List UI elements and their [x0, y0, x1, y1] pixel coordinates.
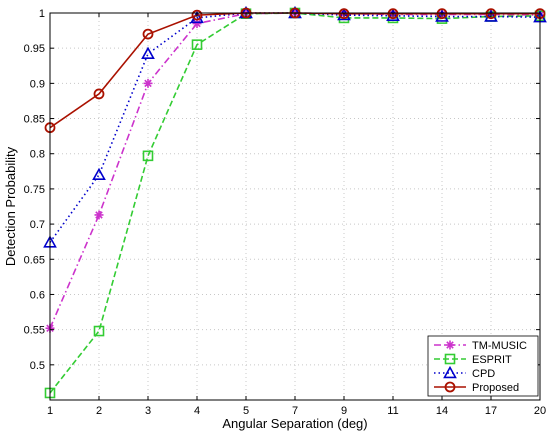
y-axis-ticks: 0.5 0.55 0.6 0.65 0.7 0.75 0.8 0.85 0.9 0.95 1 [24, 8, 540, 372]
x-tick-label: 3 [145, 405, 151, 417]
legend-entry-proposed: Proposed [434, 381, 519, 394]
data-point-cpd [141, 46, 155, 60]
x-tick-label: 2 [96, 405, 102, 417]
data-point-cpd [386, 8, 400, 22]
data-point-tm-music [94, 210, 104, 220]
legend-entry-tm-music: TM-MUSIC [434, 340, 527, 352]
y-tick-label: 0.95 [24, 43, 45, 55]
x-axis-title: Angular Separation (deg) [222, 416, 367, 431]
y-tick-label: 0.6 [30, 289, 45, 301]
legend: TM-MUSIC ESPRIT CPD Proposed [427, 335, 539, 397]
x-tick-label: 1 [47, 405, 53, 417]
y-tick-label: 0.8 [30, 149, 45, 161]
y-tick-label: 0.55 [24, 325, 45, 337]
x-tick-label: 17 [485, 405, 497, 417]
y-tick-label: 0.75 [24, 184, 45, 196]
y-tick-label: 0.9 [30, 78, 45, 90]
x-axis-ticks: 1 2 3 4 5 7 9 11 14 17 20 [47, 13, 546, 417]
series-line-proposed [49, 12, 540, 129]
y-axis-title: Detection Probability [3, 146, 18, 266]
legend-label-cpd: CPD [472, 368, 495, 380]
series-cpd [43, 5, 547, 248]
data-point-cpd [435, 9, 449, 22]
y-tick-label: 1 [39, 8, 45, 20]
data-point-proposed [485, 8, 497, 20]
y-tick-label: 0.85 [24, 114, 45, 126]
legend-label-tm-music: TM-MUSIC [472, 340, 527, 352]
x-tick-label: 7 [292, 405, 298, 417]
x-tick-label: 11 [387, 405, 398, 417]
data-point-cpd [484, 9, 498, 22]
data-point-tm-music [143, 78, 153, 88]
data-point-esprit [142, 150, 154, 162]
data-point-proposed [93, 88, 105, 100]
y-tick-label: 0.5 [30, 360, 45, 372]
legend-marker-esprit [444, 353, 456, 365]
data-point-proposed [142, 28, 154, 40]
x-tick-label: 5 [243, 405, 249, 417]
x-tick-label: 9 [341, 405, 347, 417]
data-point-esprit [93, 325, 105, 337]
legend-entry-esprit: ESPRIT [434, 353, 512, 366]
data-point-esprit [191, 39, 203, 50]
y-tick-label: 0.65 [24, 254, 45, 266]
data-point-proposed [436, 8, 448, 20]
data-point-tm-music [192, 19, 202, 29]
data-point-proposed [191, 9, 203, 21]
legend-label-esprit: ESPRIT [472, 354, 512, 366]
legend-entry-cpd: CPD [434, 365, 495, 380]
data-point-proposed [387, 8, 399, 20]
data-point-cpd [190, 10, 204, 24]
legend-marker-cpd [443, 365, 457, 379]
series-line-cpd [49, 12, 541, 243]
data-point-proposed [338, 8, 350, 20]
series-line-tm-music [49, 12, 541, 329]
x-tick-label: 14 [436, 405, 448, 417]
legend-label-proposed: Proposed [472, 382, 519, 394]
x-tick-label: 4 [194, 405, 200, 417]
y-tick-label: 0.7 [30, 219, 45, 231]
x-tick-label: 20 [534, 405, 546, 417]
data-point-cpd [92, 167, 106, 181]
legend-marker-proposed [444, 381, 456, 393]
legend-marker-tm-music [445, 340, 455, 350]
data-point-cpd [337, 7, 351, 21]
